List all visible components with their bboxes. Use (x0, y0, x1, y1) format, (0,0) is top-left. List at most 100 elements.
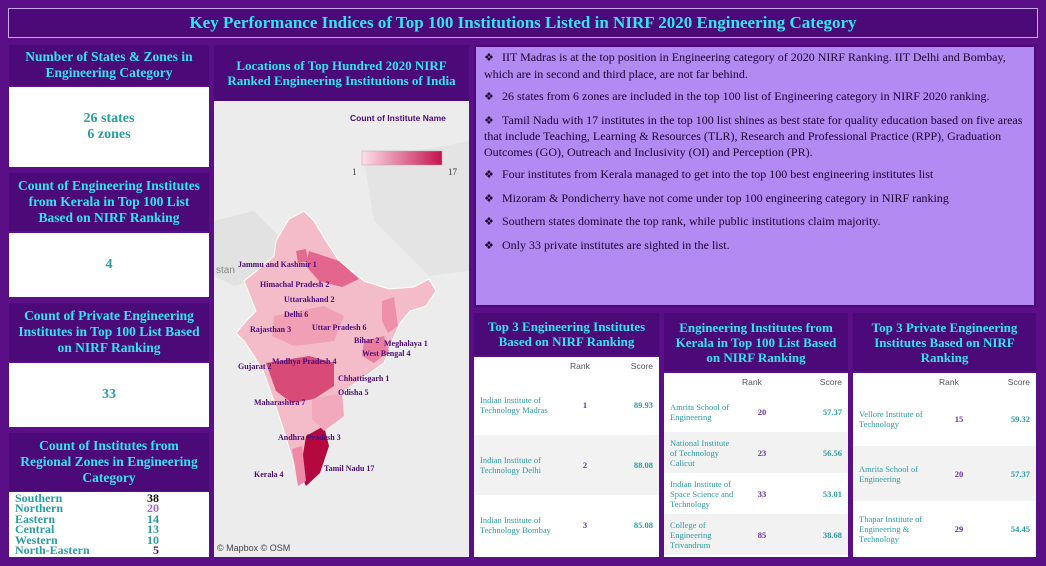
institute-rank: 2 (582, 460, 588, 470)
map-state-label[interactable]: Andhra Pradesh 3 (278, 433, 341, 442)
map-state-label[interactable]: Uttar Pradesh 6 (312, 323, 367, 332)
region-andhra-pradesh (312, 393, 344, 431)
table-row[interactable]: National Institute of Technology Calicut… (664, 432, 848, 473)
col-score-header: Score (1007, 377, 1030, 387)
col-score-header: Score (630, 361, 653, 371)
map-state-label[interactable]: West Bengal 4 (362, 349, 410, 358)
table-row[interactable]: Amrita School of Engineering 20 57.37 (664, 391, 848, 432)
legend-max: 17 (448, 167, 457, 177)
map-state-label[interactable]: Chhattisgarh 1 (338, 374, 389, 383)
table-row[interactable]: College of Engineering Trivandrum 85 38.68 (664, 514, 848, 555)
institute-rank: 33 (757, 488, 767, 499)
institute-score: 88.08 (633, 460, 653, 470)
table-row[interactable]: Indian Institute of Space Science and Te… (664, 473, 848, 514)
map-state-label[interactable]: Maharashtra 7 (254, 398, 305, 407)
diamond-bullet-icon: ❖ (484, 52, 494, 64)
institute-score: 56.56 (822, 447, 842, 458)
insight-text: Southern states dominate the top rank, w… (502, 214, 881, 228)
private-count-card[interactable]: 33 (9, 363, 209, 427)
table-row[interactable]: Amrita School of Engineering 20 57.37 (853, 446, 1036, 501)
institute-rank: 29 (954, 523, 964, 534)
institute-name: Indian Institute of Technology Delhi (480, 455, 542, 475)
map-credit: © Mapbox © OSM (217, 543, 291, 553)
dashboard-title: Key Performance Indices of Top 100 Insti… (8, 8, 1038, 38)
insight-text: 26 states from 6 zones are included in t… (502, 89, 990, 103)
table-row[interactable]: Thapar Institute of Engineering & Techno… (853, 501, 1036, 556)
zones-list: Southern 38 Northern 20 Eastern 14 Central 13 We… (9, 492, 209, 557)
region-odisha (362, 336, 389, 363)
region-madhya-pradesh (272, 306, 344, 346)
insight-item: ❖ Mizoram & Pondicherry have not come und… (484, 191, 1026, 208)
zone-count: 5 (153, 542, 159, 557)
institute-score: 57.37 (822, 406, 842, 417)
map-state-label[interactable]: Bihar 2 (354, 336, 379, 345)
diamond-bullet-icon: ❖ (484, 192, 494, 205)
map-state-label[interactable]: Uttarakhand 2 (284, 295, 334, 304)
insight-item: ❖ Only 33 private institutes are sighted … (484, 238, 1026, 255)
zone-name: Northern (15, 501, 63, 516)
zone-row[interactable]: Western 10 (9, 533, 209, 545)
institute-name: Indian Institute of Space Science and Te… (670, 478, 734, 509)
zone-count: 14 (147, 511, 159, 526)
map-panel[interactable]: Locations of Top Hundred 2020 NIRF Ranke… (214, 45, 469, 557)
institute-rank: 15 (954, 413, 964, 424)
institute-score: 53.01 (822, 488, 842, 499)
map-state-label[interactable]: Rajasthan 3 (250, 325, 291, 334)
legend-title: Count of Institute Name (350, 113, 446, 123)
table-row[interactable]: Indian Institute of Technology Delhi 2 88.… (474, 435, 659, 495)
institute-name: Vellore Institute of Technology (859, 408, 923, 429)
insight-item: ❖ 26 states from 6 zones are included in … (484, 89, 1026, 106)
india-map[interactable]: Jammu and Kashmir 1 Himachal Pradesh 2 Utt… (214, 101, 469, 557)
institute-rank: 1 (582, 400, 588, 410)
zone-row[interactable]: Northern 20 (9, 501, 209, 516)
institute-score: 38.68 (822, 529, 842, 540)
table-row[interactable]: Vellore Institute of Technology 15 59.32 (853, 391, 1036, 446)
map-state-label[interactable]: Gujarat 2 (238, 362, 272, 371)
insight-text: Only 33 private institutes are sighted i… (502, 237, 730, 252)
map-state-label[interactable]: Madhya Pradesh 4 (272, 357, 336, 366)
institute-name: Thapar Institute of Engineering & Techno… (859, 513, 923, 544)
zone-row[interactable]: Central 13 (9, 522, 209, 537)
map-heading: Locations of Top Hundred 2020 NIRF Ranke… (214, 45, 469, 101)
region-maharashtra (266, 356, 334, 403)
kerala-table: Rank Score Amrita School of Engineering 20 5… (664, 373, 848, 557)
zone-row[interactable]: North-Eastern 5 (9, 542, 209, 557)
institute-score: 59.32 (1010, 413, 1030, 424)
zone-row[interactable]: Southern 38 (9, 491, 209, 505)
institute-rank: 20 (757, 406, 767, 417)
zone-name: Eastern (15, 511, 55, 526)
table-row[interactable]: Indian Institute of Technology Madras 1 89… (474, 375, 659, 435)
region-west-bengal (382, 297, 398, 333)
table-body: Rank Score Amrita School of Engineering 20 5… (664, 373, 848, 557)
institute-score: 57.37 (1010, 468, 1030, 479)
insight-item: ❖ Tamil Nadu with 17 institutes in the to… (484, 113, 1026, 161)
private-count-heading: Count of Private Engineering Institutes … (9, 303, 209, 361)
stan-label: stan (216, 265, 235, 276)
map-state-label[interactable]: Tamil Nadu 17 (324, 464, 374, 473)
map-state-label[interactable]: Odisha 5 (338, 388, 368, 397)
map-state-label[interactable]: Jammu and Kashmir 1 (238, 260, 317, 269)
table-row[interactable]: Indian Institute of Technology Bombay 3 85… (474, 495, 659, 555)
zone-name: Southern (15, 491, 63, 505)
institute-rank: 20 (954, 468, 964, 479)
zone-row[interactable]: Eastern 14 (9, 511, 209, 526)
region-tamil-nadu (300, 426, 329, 486)
kerala-count-card[interactable]: 4 (9, 233, 209, 297)
legend-min: 1 (352, 167, 357, 177)
zone-name: North-Eastern (15, 542, 90, 557)
col-rank-header: Rank (742, 377, 762, 387)
map-state-label[interactable]: Delhi 6 (284, 310, 308, 319)
top3-table: Rank Score Indian Institute of Technology … (474, 357, 659, 557)
institute-rank: 3 (582, 520, 588, 530)
map-state-label[interactable]: Kerala 4 (254, 470, 284, 479)
region-kerala (292, 446, 306, 486)
map-state-label[interactable]: Himachal Pradesh 2 (260, 280, 329, 289)
zone-count: 13 (147, 522, 159, 537)
states-zones-card[interactable]: 26 states 6 zones (9, 87, 209, 167)
private-table-heading: Top 3 Private Engineering Institutes Bas… (853, 313, 1036, 371)
map-state-label[interactable]: Meghalaya 1 (384, 339, 428, 348)
institute-rank: 23 (757, 447, 767, 458)
zone-count: 38 (147, 491, 159, 505)
diamond-bullet-icon: ❖ (484, 169, 494, 181)
states-zones-heading: Number of States & Zones in Engineering … (9, 45, 209, 85)
